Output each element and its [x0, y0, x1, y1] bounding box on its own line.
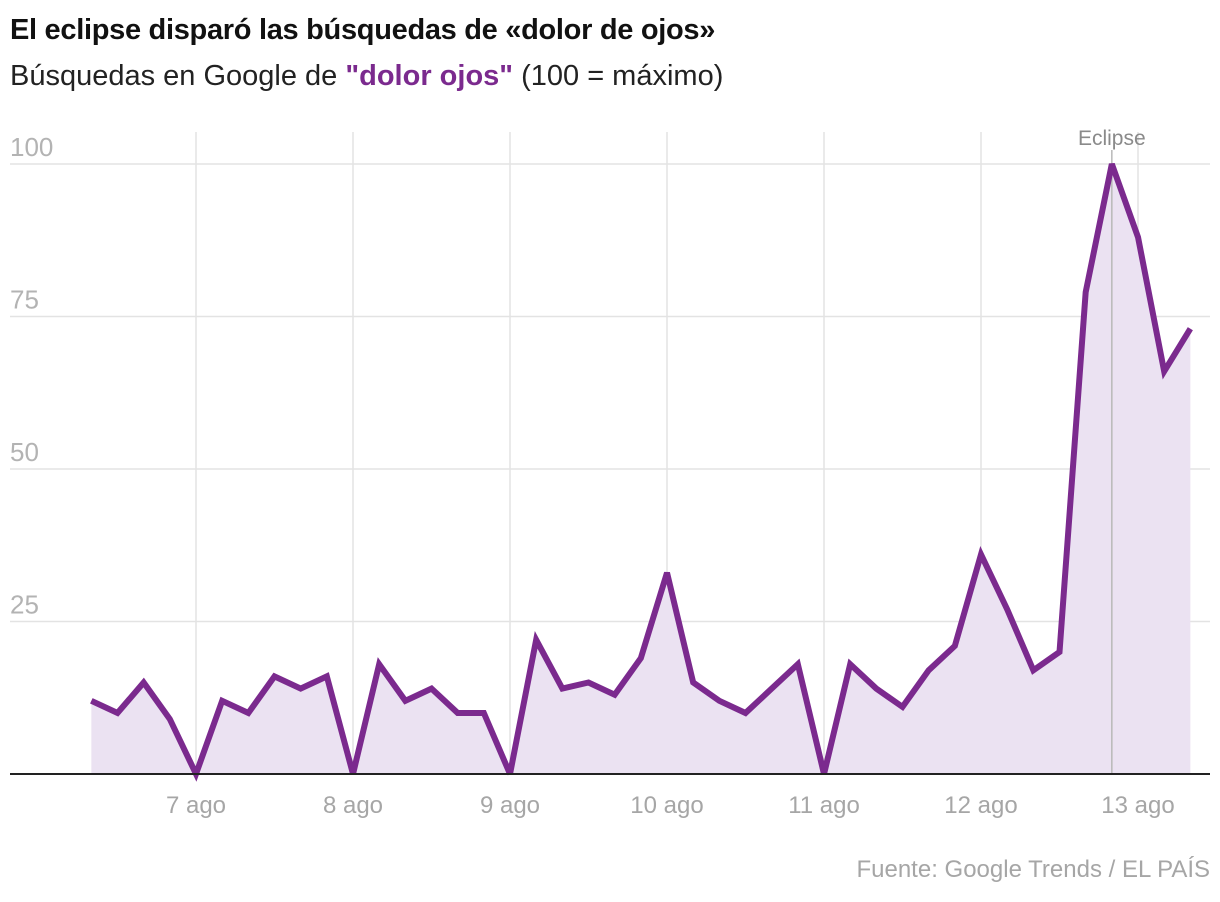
annotation-label: Eclipse	[1078, 127, 1146, 150]
axis-layer: 100 75 50 25 7 ago 8 ago 9 ago 10 ago 11 ago 12 a…	[10, 132, 1210, 819]
subtitle-highlight: "dolor ojos"	[345, 60, 514, 92]
series-area	[91, 164, 1191, 774]
series-line	[90, 162, 1193, 782]
chart-title: El eclipse disparó las búsquedas de «dol…	[10, 14, 716, 46]
y-tick-label: 25	[10, 590, 39, 620]
subtitle-prefix: Búsquedas en Google de	[10, 60, 346, 92]
x-tick-label: 11 ago	[788, 792, 860, 819]
y-tick-label: 50	[10, 437, 39, 467]
area-layer	[91, 164, 1191, 774]
x-tick-label: 12 ago	[944, 792, 1017, 819]
chart-subtitle: Búsquedas en Google de "dolor ojos" (100…	[10, 60, 723, 93]
y-tick-label: 75	[10, 285, 39, 315]
x-tick-label: 13 ago	[1101, 792, 1174, 819]
x-tick-label: 9 ago	[480, 792, 540, 819]
x-tick-label: 7 ago	[166, 792, 226, 819]
subtitle-suffix: (100 = máximo)	[513, 60, 724, 92]
y-tick-label: 100	[10, 132, 53, 162]
annotation-layer: Eclipse	[1078, 127, 1146, 774]
source-note: Fuente: Google Trends / EL PAÍS	[856, 856, 1210, 883]
x-tick-label: 8 ago	[323, 792, 383, 819]
line-layer	[90, 162, 1193, 782]
x-tick-label: 10 ago	[630, 792, 703, 819]
